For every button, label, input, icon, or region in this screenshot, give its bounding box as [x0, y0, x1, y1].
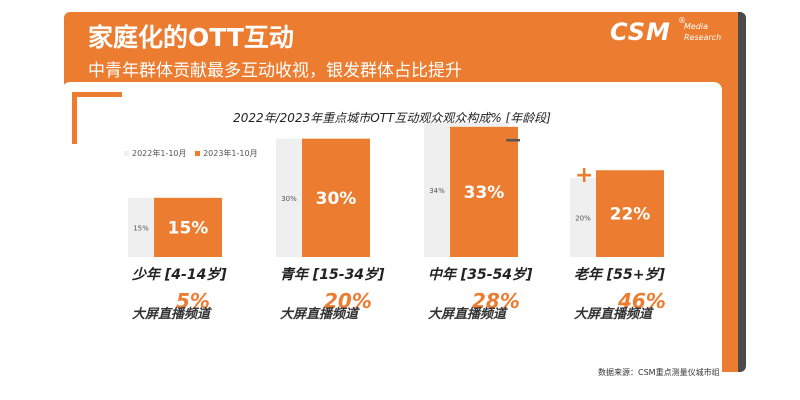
data-label-2023-3: 22% — [610, 205, 651, 225]
change-mark-minus: − — [504, 128, 523, 153]
legend-item-2022: 2022年1-10月 — [124, 148, 187, 159]
data-label-2022-3: 20% — [575, 215, 591, 223]
bar-2023-0 — [154, 197, 222, 257]
legend-swatch-2023 — [195, 151, 201, 156]
comparison-label-3: 大屏直播频道 — [574, 306, 654, 322]
bar-2023-1 — [302, 138, 370, 257]
comparison-value-1: 20% — [324, 289, 372, 313]
page-title: 家庭化的OTT互动 — [88, 23, 294, 52]
legend-label-2023: 2023年1-10月 — [203, 149, 258, 158]
category-label-0: 少年 [4-14岁] — [132, 266, 227, 283]
category-label-1: 青年 [15-34岁] — [280, 266, 385, 283]
data-label-2022-2: 34% — [429, 187, 445, 195]
comparison-label-0: 大屏直播频道 — [132, 306, 212, 322]
chart-legend: 2022年1-10月 2023年1-10月 — [124, 148, 264, 159]
category-label-2: 中年 [35-54岁] — [428, 266, 533, 283]
logo-subtext-research: Research — [684, 33, 722, 42]
data-label-2023-1: 30% — [316, 189, 357, 209]
bar-2023-2 — [450, 126, 518, 257]
category-label-3: 老年 [55+岁] — [574, 266, 665, 283]
data-label-2022-0: 15% — [133, 224, 149, 232]
comparison-value-2: 28% — [472, 289, 520, 313]
card-corner-accent-horizontal — [72, 92, 122, 97]
logo-subtext-media: Media — [684, 22, 709, 31]
comparison-label-1: 大屏直播频道 — [280, 306, 360, 322]
data-label-2023-2: 33% — [464, 183, 505, 203]
change-mark-plus: + — [575, 163, 594, 188]
bar-2023-3 — [596, 170, 664, 257]
comparison-value-0: 5% — [176, 289, 210, 313]
logo-registered-mark: ® — [678, 16, 686, 25]
logo-wordmark: CSM — [610, 18, 671, 46]
data-label-2023-0: 15% — [168, 218, 209, 238]
chart-title: 2022年/2023年重点城市OTT互动观众观众构成% [年龄段] — [233, 111, 551, 125]
comparison-label-2: 大屏直播频道 — [428, 306, 508, 322]
comparison-value-3: 46% — [617, 289, 666, 313]
card-corner-accent-vertical — [72, 92, 77, 144]
data-source: 数据来源：CSM重点测量仪城市组 — [598, 368, 720, 377]
legend-item-2023: 2023年1-10月 — [195, 148, 258, 159]
legend-label-2022: 2022年1-10月 — [132, 149, 187, 158]
legend-swatch-2022 — [124, 151, 129, 156]
page-subtitle: 中青年群体贡献最多互动收视，银发群体占比提升 — [88, 61, 462, 81]
csm-logo: CSM ® Media Research — [610, 16, 722, 48]
header-shadow — [738, 12, 746, 372]
data-label-2022-1: 30% — [281, 195, 297, 203]
